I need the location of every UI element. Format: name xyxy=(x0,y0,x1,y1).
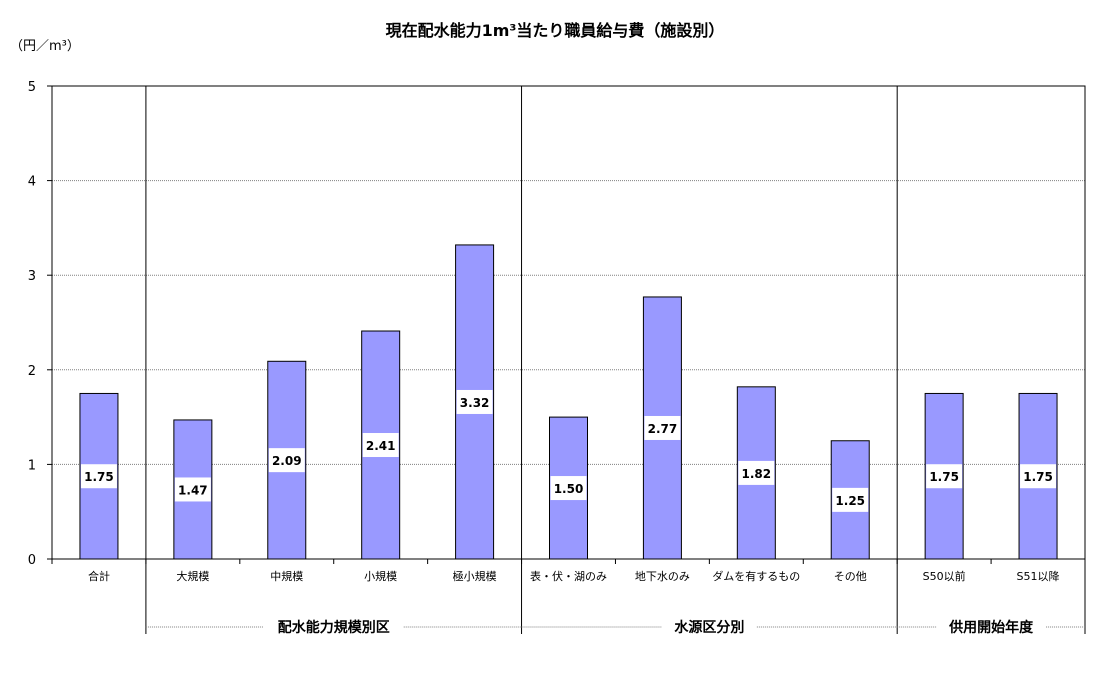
y-tick-label: 2 xyxy=(28,364,36,379)
value-label: 2.77 xyxy=(648,422,678,436)
category-group-label: 供用開始年度 xyxy=(948,619,1034,636)
value-label: 2.09 xyxy=(272,454,302,468)
category-group-label: 水源区分別 xyxy=(674,619,744,636)
y-axis-unit-label: （円／m³） xyxy=(10,39,80,54)
value-labels: 1.75 1.47 2.09 2.41 3.32 1.50 2.77 1.82 1.25 1.75… xyxy=(80,389,1057,512)
x-category-label: 合計 xyxy=(88,569,110,583)
x-category-label: 中規模 xyxy=(270,569,303,583)
value-label-box xyxy=(268,448,305,473)
y-tick-label: 3 xyxy=(28,269,36,284)
axes xyxy=(47,85,1086,564)
x-category-label: 大規模 xyxy=(176,569,209,583)
x-category-label: その他 xyxy=(834,570,867,583)
value-label: 1.75 xyxy=(929,470,959,484)
value-label-box xyxy=(456,389,493,414)
value-label-box xyxy=(926,464,963,489)
value-label-box xyxy=(362,433,399,458)
x-category-label: S51以降 xyxy=(1017,569,1060,583)
value-label: 1.47 xyxy=(178,483,208,497)
value-label: 3.32 xyxy=(460,396,490,410)
value-label: 1.82 xyxy=(742,467,772,481)
value-label: 2.41 xyxy=(366,439,396,453)
value-label-box xyxy=(1020,464,1057,489)
value-label: 1.75 xyxy=(84,470,114,484)
bars xyxy=(79,244,1058,560)
y-tick-label: 5 xyxy=(28,80,36,95)
x-category-label: 極小規模 xyxy=(453,569,497,583)
x-category-label: ダムを有するもの xyxy=(712,569,800,583)
chart-title: 現在配水能力1m³当たり職員給与費（施設別） xyxy=(386,21,725,40)
x-category-label: 小規模 xyxy=(364,569,397,583)
value-label: 1.75 xyxy=(1023,470,1053,484)
value-label-box xyxy=(738,460,775,485)
value-label-box xyxy=(174,477,211,502)
value-label-box xyxy=(80,464,117,489)
x-category-label: S50以前 xyxy=(923,569,966,583)
plot-frame xyxy=(51,85,1086,560)
x-category-label: 表・伏・湖のみ xyxy=(530,569,607,583)
value-label-box xyxy=(832,487,869,512)
x-axis-categories: 合計 大規模 中規模 小規模 極小規模 表・伏・湖のみ 地下水のみ ダムを有するもの その他 S5… xyxy=(88,569,1060,583)
value-label: 1.50 xyxy=(554,482,584,496)
value-label-box xyxy=(550,476,587,501)
y-tick-label: 4 xyxy=(28,175,36,190)
x-category-label: 地下水のみ xyxy=(635,570,690,583)
y-tick-label: 1 xyxy=(28,458,36,473)
y-tick-label: 0 xyxy=(28,553,36,568)
y-axis-ticks: 0 1 2 3 4 5 xyxy=(28,80,36,568)
value-label-box xyxy=(644,415,681,440)
value-label: 1.25 xyxy=(835,494,865,508)
category-groups: 配水能力規模別区 水源区分別 供用開始年度 xyxy=(145,619,1085,636)
category-group-label: 配水能力規模別区 xyxy=(278,619,390,636)
